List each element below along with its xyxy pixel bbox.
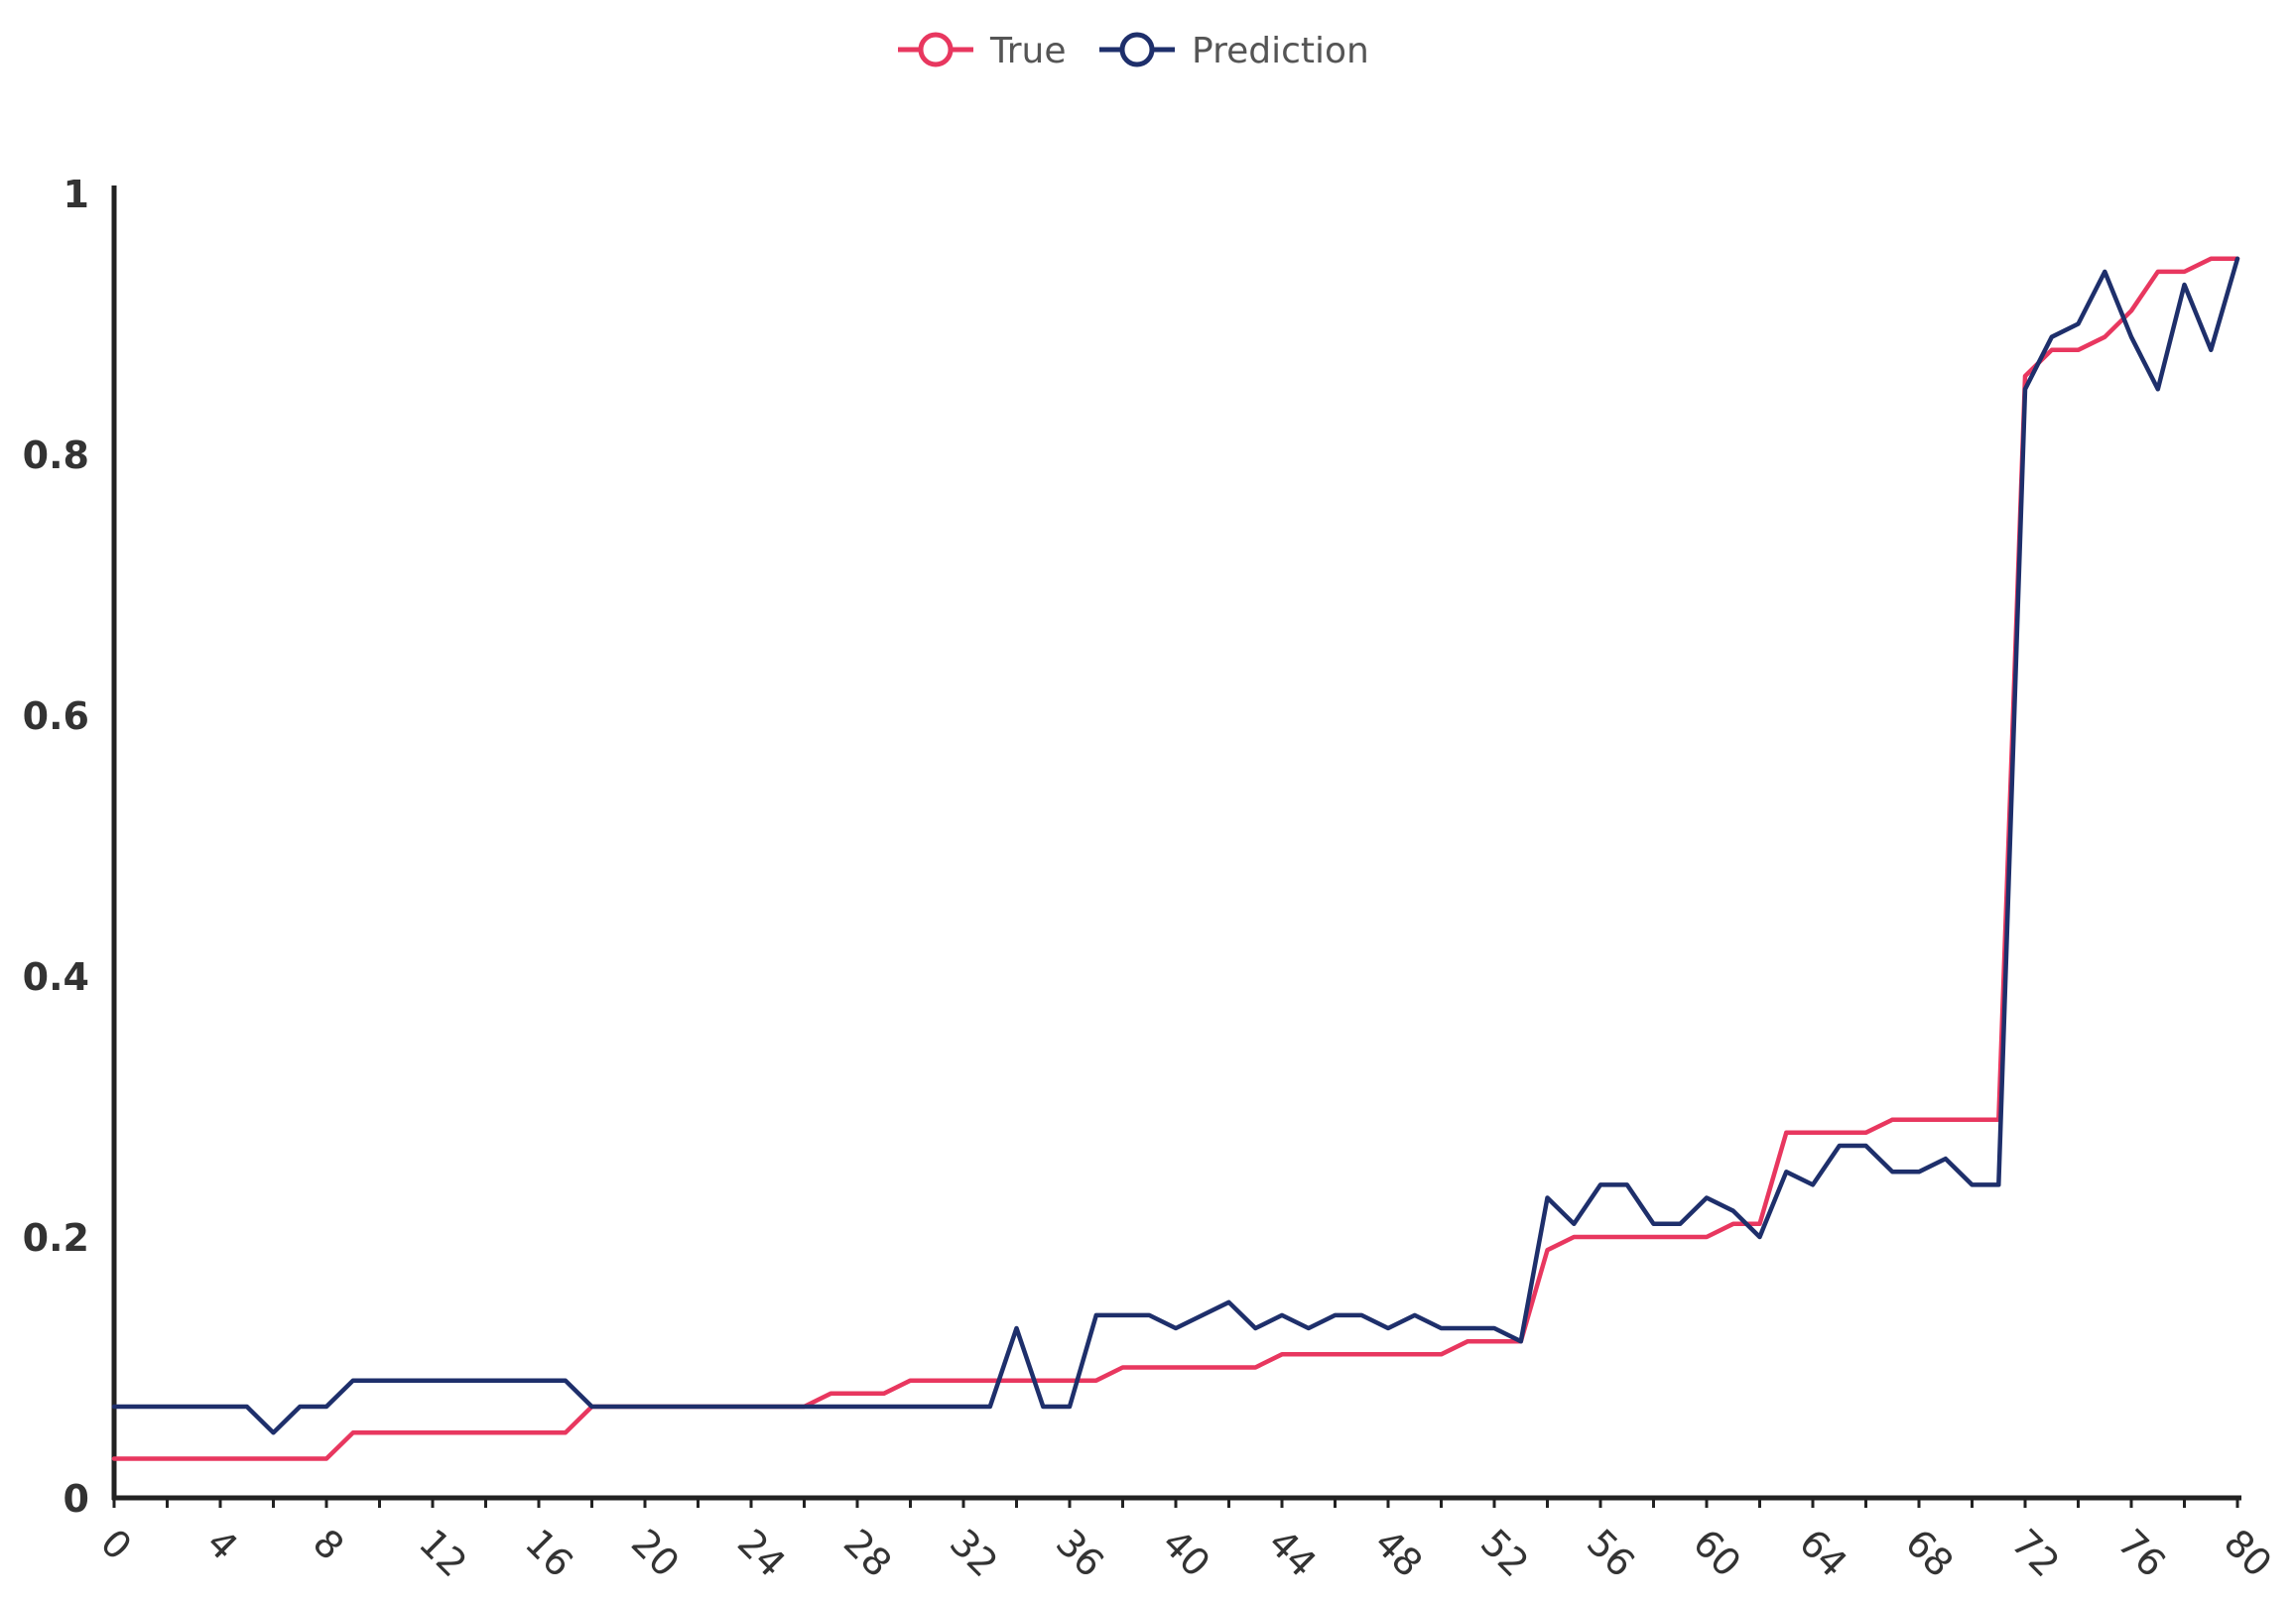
x-tick-label: 0 <box>92 1521 140 1568</box>
series-line-true <box>111 256 2240 1461</box>
x-tick-label: 16 <box>517 1521 581 1585</box>
legend-item-prediction[interactable]: Prediction <box>1099 31 1369 71</box>
x-tick-label: 48 <box>1366 1521 1431 1585</box>
x-tick-label: 20 <box>623 1521 688 1585</box>
y-tick-label: 0.2 <box>23 1216 89 1260</box>
x-axis-ticks: 0 4 8 12 16 20 24 28 32 36 40 44 48 52 56 60 64 68 72 76 80 <box>92 1498 2280 1585</box>
x-tick-label: 44 <box>1260 1521 1325 1585</box>
x-tick-label: 80 <box>2216 1521 2280 1585</box>
x-tick-label: 56 <box>1579 1521 1643 1585</box>
x-tick-label: 76 <box>2109 1521 2174 1585</box>
y-tick-label: 0.6 <box>23 694 89 738</box>
x-tick-label: 36 <box>1048 1521 1112 1585</box>
y-tick-label: 0 <box>64 1477 89 1521</box>
x-tick-label: 72 <box>2003 1521 2068 1585</box>
y-tick-label: 0.8 <box>23 433 89 477</box>
x-tick-label: 60 <box>1685 1521 1749 1585</box>
axes <box>111 185 2241 1501</box>
x-tick-label: 12 <box>411 1521 475 1585</box>
series-group <box>111 256 2240 1461</box>
x-tick-label: 68 <box>1897 1521 1962 1585</box>
series-line-prediction <box>111 256 2240 1435</box>
x-tick-label: 28 <box>835 1521 900 1585</box>
x-tick-label: 40 <box>1154 1521 1218 1585</box>
legend-marker-prediction <box>1119 32 1155 67</box>
x-tick-label: 64 <box>1791 1521 1855 1585</box>
y-tick-label: 1 <box>64 173 89 216</box>
legend-marker-true <box>918 32 954 67</box>
legend: True Prediction <box>898 31 1369 71</box>
x-tick-label: 8 <box>305 1521 352 1568</box>
x-tick-label: 24 <box>729 1521 794 1585</box>
x-tick-label: 32 <box>942 1521 1006 1585</box>
x-tick-label: 4 <box>198 1521 246 1568</box>
legend-label-true: True <box>989 31 1066 71</box>
legend-label-prediction: Prediction <box>1192 31 1369 71</box>
legend-item-true[interactable]: True <box>898 31 1066 71</box>
y-axis-ticks: 0 0.2 0.4 0.6 0.8 1 <box>23 173 89 1521</box>
y-tick-label: 0.4 <box>23 955 89 999</box>
x-tick-label: 52 <box>1472 1521 1537 1585</box>
